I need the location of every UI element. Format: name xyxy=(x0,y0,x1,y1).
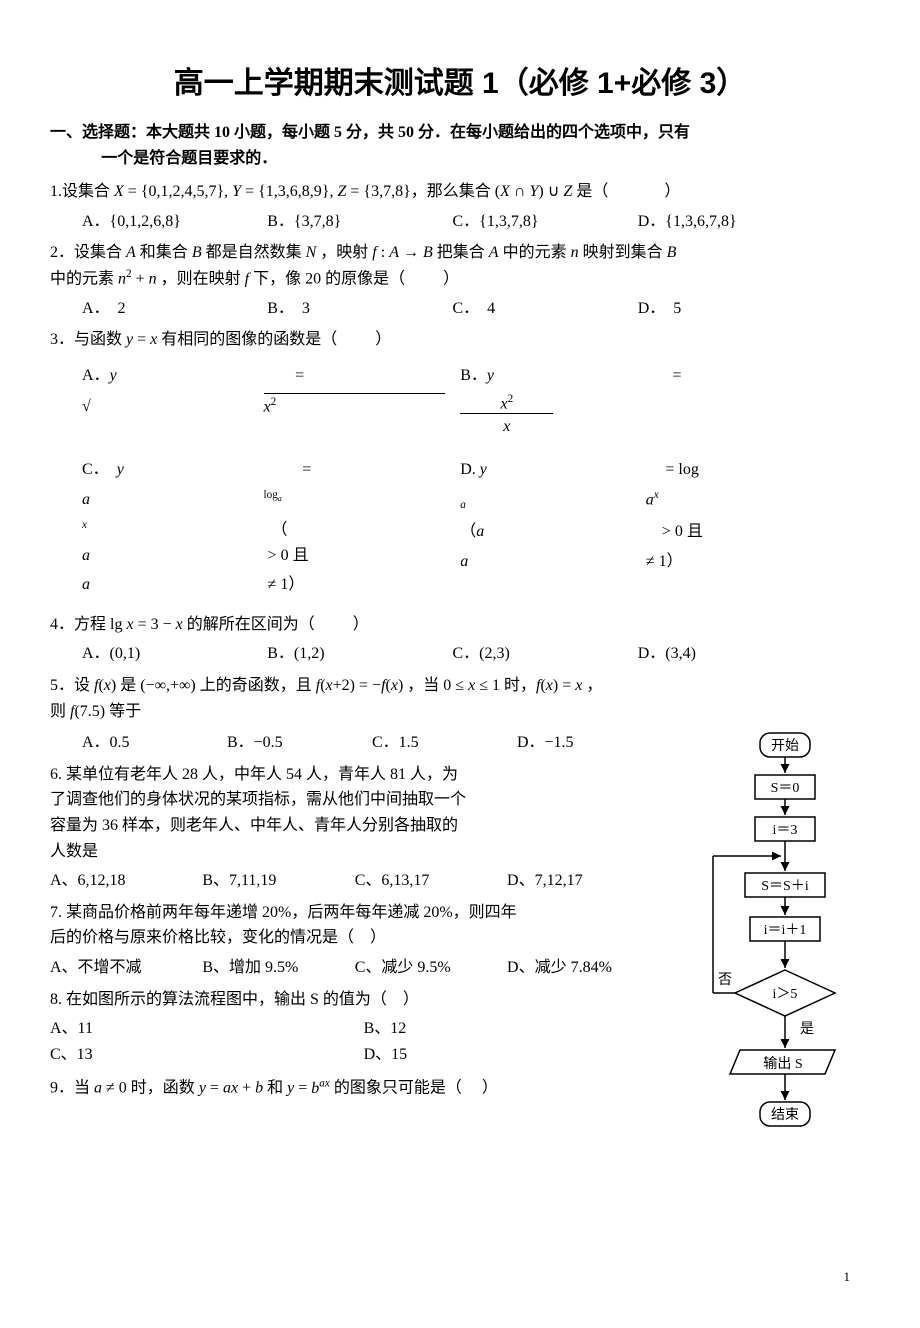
q6-l4: 人数是 xyxy=(50,839,695,865)
q8-opt-c: C、13 xyxy=(50,1042,360,1068)
question-4: 4．方程 lg x = 3 − x 的解所在区间为（ ） xyxy=(50,612,870,638)
page-title: 高一上学期期末测试题 1（必修 1+必修 3） xyxy=(50,60,870,108)
q1-opt-b: B．{3,7,8} xyxy=(267,209,448,235)
q2-opt-b: B． 3 xyxy=(267,296,448,322)
flow-end: 结束 xyxy=(771,1107,799,1123)
q2-options: A． 2 B． 3 C． 4 D． 5 xyxy=(50,296,870,322)
q2-opt-d: D． 5 xyxy=(638,296,819,322)
q5-options: A．0.5 B．−0.5 C．1.5 D．−1.5 xyxy=(50,730,695,756)
q3-opt-b: B．y = x2x xyxy=(460,363,838,443)
flow-yes: 是 xyxy=(800,1022,814,1037)
q6-options: A、6,12,18 B、7,11,19 C、6,13,17 D、7,12,17 xyxy=(50,868,695,894)
q5-opt-b: B．−0.5 xyxy=(227,730,368,756)
page-number: 1 xyxy=(50,1267,870,1288)
q2-opt-a: A． 2 xyxy=(82,296,263,322)
q6-opt-b: B、7,11,19 xyxy=(202,868,350,894)
question-6: 6. 某单位有老年人 28 人，中年人 54 人，青年人 81 人，为 了调查他… xyxy=(50,762,695,864)
q5-opt-d: D．−1.5 xyxy=(517,730,658,756)
q5-opt-a: A．0.5 xyxy=(82,730,223,756)
flow-cond: i＞5 xyxy=(773,987,798,1002)
q7-options: A、不增不减 B、增加 9.5% C、减少 9.5% D、减少 7.84% xyxy=(50,955,695,981)
q2-line2: 中的元素 n2 + n ，则在映射 f 下，像 20 的原像是（ ） xyxy=(50,266,870,292)
q4-opt-b: B．(1,2) xyxy=(267,641,448,667)
flowchart-svg: 开始 S＝0 i＝3 S＝S＋i i＝i＋1 i＞5 否 xyxy=(705,728,865,1198)
question-2: 2．设集合 A 和集合 B 都是自然数集 N ，映射 f : A → B 把集合… xyxy=(50,240,870,292)
q7-opt-d: D、减少 7.84% xyxy=(507,955,655,981)
q3-opt-d: D. y = loga ax （a > 0 且 a ≠ 1） xyxy=(460,457,838,602)
flow-i3: i＝3 xyxy=(773,823,798,838)
q3-options-row2: C． y = aloga x （a > 0 且 a ≠ 1） D. y = lo… xyxy=(50,457,870,606)
flowchart-column: 开始 S＝0 i＝3 S＝S＋i i＝i＋1 i＞5 否 xyxy=(695,728,870,1207)
q2-opt-c: C． 4 xyxy=(452,296,633,322)
question-3: 3．与函数 y = x 有相同的图像的函数是（ ） xyxy=(50,327,870,353)
q4-opt-a: A．(0,1) xyxy=(82,641,263,667)
q8-options: A、11 B、12 C、13 D、15 xyxy=(50,1016,695,1067)
q7-l1: 7. 某商品价格前两年每年递增 20%，后两年每年递减 20%，则四年 xyxy=(50,900,695,926)
q8-opt-d: D、15 xyxy=(364,1042,674,1068)
question-9: 9．当 a ≠ 0 时，函数 y = ax + b 和 y = bax 的图象只… xyxy=(50,1075,695,1101)
q1-text: 1.设集合 X = {0,1,2,4,5,7}, Y = {1,3,6,8,9}… xyxy=(50,183,682,200)
q6-opt-a: A、6,12,18 xyxy=(50,868,198,894)
section-1-line2: 一个是符合题目要求的． xyxy=(50,146,870,172)
flow-s0: S＝0 xyxy=(771,781,800,796)
q7-opt-b: B、增加 9.5% xyxy=(202,955,350,981)
flow-ssi: S＝S＋i xyxy=(761,879,809,894)
q3-options-row1: A．y = √x2 B．y = x2x xyxy=(50,363,870,447)
flow-start: 开始 xyxy=(771,738,799,754)
q2-line1: 2．设集合 A 和集合 B 都是自然数集 N ，映射 f : A → B 把集合… xyxy=(50,240,870,266)
q6-l2: 了调查他们的身体状况的某项指标，需从他们中间抽取一个 xyxy=(50,787,695,813)
q4-options: A．(0,1) B．(1,2) C．(2,3) D．(3,4) xyxy=(50,641,870,667)
q1-opt-c: C．{1,3,7,8} xyxy=(452,209,633,235)
q6-l1: 6. 某单位有老年人 28 人，中年人 54 人，青年人 81 人，为 xyxy=(50,762,695,788)
flow-no: 否 xyxy=(718,973,732,988)
question-5: 5．设 f(x) 是 (−∞,+∞) 上的奇函数，且 f(x+2) = −f(x… xyxy=(50,673,870,724)
q7-opt-a: A、不增不减 xyxy=(50,955,198,981)
q6-l3: 容量为 36 样本，则老年人、中年人、青年人分别各抽取的 xyxy=(50,813,695,839)
section-1-header: 一、选择题：本大题共 10 小题，每小题 5 分，共 50 分．在每小题给出的四… xyxy=(50,120,870,171)
q6-opt-c: C、6,13,17 xyxy=(355,868,503,894)
question-8: 8. 在如图所示的算法流程图中，输出 S 的值为（ ） xyxy=(50,987,695,1013)
flow-ii1: i＝i＋1 xyxy=(764,923,807,938)
q8-opt-a: A、11 xyxy=(50,1016,360,1042)
q4-opt-d: D．(3,4) xyxy=(638,641,819,667)
question-7: 7. 某商品价格前两年每年递增 20%，后两年每年递减 20%，则四年 后的价格… xyxy=(50,900,695,951)
q3-opt-a: A．y = √x2 xyxy=(82,363,460,443)
q6-opt-d: D、7,12,17 xyxy=(507,868,655,894)
q5-opt-c: C．1.5 xyxy=(372,730,513,756)
section-1-line1: 一、选择题：本大题共 10 小题，每小题 5 分，共 50 分．在每小题给出的四… xyxy=(50,124,690,141)
q3-opt-c: C． y = aloga x （a > 0 且 a ≠ 1） xyxy=(82,457,460,602)
content-with-flowchart: A．0.5 B．−0.5 C．1.5 D．−1.5 6. 某单位有老年人 28 … xyxy=(50,728,870,1207)
q1-opt-d: D．{1,3,6,7,8} xyxy=(638,209,819,235)
q5-line1: 5．设 f(x) 是 (−∞,+∞) 上的奇函数，且 f(x+2) = −f(x… xyxy=(50,673,870,699)
q4-opt-c: C．(2,3) xyxy=(452,641,633,667)
q7-opt-c: C、减少 9.5% xyxy=(355,955,503,981)
flow-out: 输出 S xyxy=(763,1056,802,1072)
q7-l2: 后的价格与原来价格比较，变化的情况是（ ） xyxy=(50,925,695,951)
q8-opt-b: B、12 xyxy=(364,1016,674,1042)
left-column: A．0.5 B．−0.5 C．1.5 D．−1.5 6. 某单位有老年人 28 … xyxy=(50,728,695,1207)
q1-opt-a: A．{0,1,2,6,8} xyxy=(82,209,263,235)
question-1: 1.设集合 X = {0,1,2,4,5,7}, Y = {1,3,6,8,9}… xyxy=(50,179,870,205)
q5-line2: 则 f(7.5) 等于 xyxy=(50,699,870,725)
q1-options: A．{0,1,2,6,8} B．{3,7,8} C．{1,3,7,8} D．{1… xyxy=(50,209,870,235)
